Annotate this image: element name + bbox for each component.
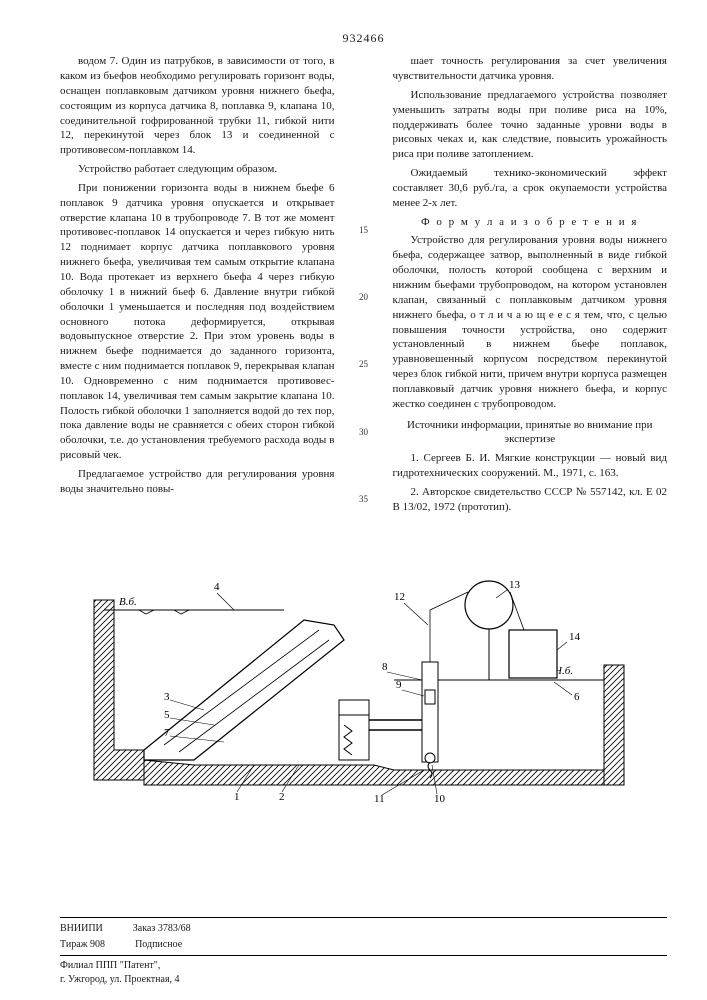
label-1: 1 bbox=[234, 791, 240, 803]
label-4: 4 bbox=[214, 581, 220, 593]
linenum: 25 bbox=[355, 358, 373, 370]
formula-title: Ф о р м у л а и з о б р е т е н и я bbox=[393, 215, 668, 230]
para: При понижении горизонта воды в нижнем бь… bbox=[60, 181, 335, 463]
page: 932466 водом 7. Один из патрубков, в зав… bbox=[0, 0, 707, 1000]
label-11: 11 bbox=[374, 793, 385, 805]
footer-addr1: Филиал ППП "Патент", bbox=[60, 959, 667, 973]
label-8: 8 bbox=[382, 661, 388, 673]
label-vb: В.б. bbox=[119, 596, 137, 608]
label-9: 9 bbox=[396, 679, 402, 691]
footer-org: ВНИИПИ bbox=[60, 922, 103, 936]
para: шает точность регулирования за счет увел… bbox=[393, 54, 668, 84]
label-10: 10 bbox=[434, 793, 446, 805]
para: водом 7. Один из патрубков, в зависимост… bbox=[60, 54, 335, 158]
label-6: 6 bbox=[574, 691, 580, 703]
document-number: 932466 bbox=[60, 30, 667, 46]
footer-sign: Подписное bbox=[135, 938, 182, 952]
label-3: 3 bbox=[164, 691, 170, 703]
label-7: 7 bbox=[164, 727, 170, 739]
footer: ВНИИПИ Заказ 3783/68 Тираж 908 Подписное… bbox=[60, 917, 667, 986]
para: Предлагаемое устройство для регулировани… bbox=[60, 467, 335, 497]
linenum: 20 bbox=[355, 291, 373, 303]
figure-svg: В.б. Н.б. bbox=[84, 570, 644, 820]
linenum: 30 bbox=[355, 426, 373, 438]
label-14: 14 bbox=[569, 631, 581, 643]
footer-order: Заказ 3783/68 bbox=[133, 922, 191, 936]
para: Устройство для регулирования уровня воды… bbox=[393, 233, 668, 411]
left-column: водом 7. Один из патрубков, в зависимост… bbox=[60, 54, 335, 560]
text-columns: водом 7. Один из патрубков, в зависимост… bbox=[60, 54, 667, 560]
para: Использование предлагаемого устройства п… bbox=[393, 88, 668, 162]
technical-figure: В.б. Н.б. bbox=[60, 570, 667, 825]
source-item: 2. Авторское свидетельство СССР № 557142… bbox=[393, 485, 668, 515]
label-5: 5 bbox=[164, 709, 170, 721]
para: Ожидаемый технико-экономический эффект с… bbox=[393, 166, 668, 211]
para: Устройство работает следующим образом. bbox=[60, 162, 335, 177]
right-column: шает точность регулирования за счет увел… bbox=[393, 54, 668, 560]
footer-addr2: г. Ужгород, ул. Проектная, 4 bbox=[60, 973, 667, 987]
label-2: 2 bbox=[279, 791, 285, 803]
sources-title: Источники информации, принятые во вниман… bbox=[393, 418, 668, 448]
linenum: 15 bbox=[355, 224, 373, 236]
source-item: 1. Сергеев Б. И. Мягкие конструкции — но… bbox=[393, 451, 668, 481]
linenum: 35 bbox=[355, 493, 373, 505]
line-numbers: 15 20 25 30 35 bbox=[355, 54, 373, 560]
label-13: 13 bbox=[509, 579, 521, 591]
label-12: 12 bbox=[394, 591, 405, 603]
footer-tirage: Тираж 908 bbox=[60, 938, 105, 952]
